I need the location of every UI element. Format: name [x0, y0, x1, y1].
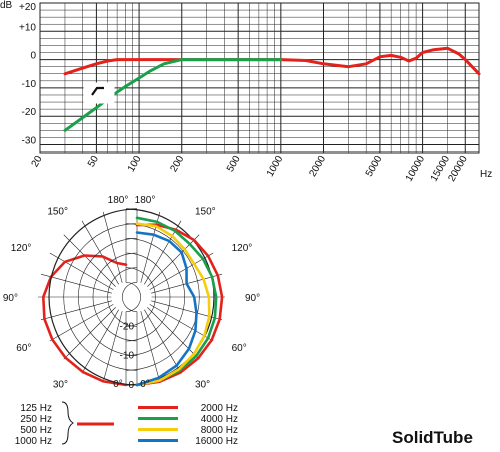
y-tick-label: -20: [22, 107, 37, 118]
polar-plot-low-frequencies: 0° 30° 60° 90° 120° 150° 180°: [3, 195, 215, 391]
legend-label: 8000 Hz: [201, 425, 238, 436]
angle-label: 60°: [232, 343, 247, 354]
y-tick-labels: +20 +10 0 -10 -20 -30: [19, 2, 36, 147]
legend-brace: [61, 401, 74, 445]
polar-spoke: [151, 300, 223, 321]
angle-label: 120°: [11, 243, 32, 254]
legend-label: 2000 Hz: [201, 403, 238, 414]
polar-spoke: [49, 304, 114, 342]
high-pass-filter-icon: [83, 82, 115, 104]
ring-label: -20: [120, 321, 135, 332]
plot-border: [39, 2, 480, 154]
legend-label: 16000 Hz: [195, 436, 238, 447]
polar-spoke: [40, 273, 112, 294]
series-line-red: [63, 46, 481, 76]
polar-ring: [125, 282, 141, 312]
polar-plot-high-frequencies: 0° 30° 60° 90° 120° 150° 180° 0 -10 -20: [48, 195, 260, 391]
x-unit-label: Hz: [480, 169, 492, 180]
y-tick-label: +20: [19, 2, 36, 13]
polar-spoke: [63, 234, 116, 287]
legend-left-group: 125 Hz 250 Hz 500 Hz 1000 Hz: [15, 401, 114, 447]
angle-label: 90°: [3, 293, 18, 304]
polar-spoke: [81, 309, 119, 374]
series-lines: [63, 46, 481, 132]
polar-ring: [78, 238, 138, 356]
x-tick-label: 50: [86, 154, 101, 170]
angle-label: 30°: [53, 380, 68, 391]
plot-area: [40, 3, 479, 153]
legend-label: 4000 Hz: [201, 414, 238, 425]
angle-label: 60°: [16, 343, 31, 354]
polar-series-yellow: [135, 222, 211, 387]
x-tick-label: 20: [30, 154, 45, 170]
polar-spoke: [144, 309, 182, 374]
polar-ring: [107, 267, 138, 327]
polar-spoke: [102, 311, 123, 383]
series-line-green: [63, 58, 283, 132]
angle-label: 30°: [195, 380, 210, 391]
polar-series-red: [135, 223, 224, 387]
polar-spoke: [140, 311, 161, 383]
y-tick-label: 0: [30, 51, 36, 62]
polar-series-green: [135, 216, 218, 387]
polar-ring: [48, 208, 138, 386]
polar-series-blue: [135, 231, 198, 387]
angle-label: 150°: [47, 206, 68, 217]
legend-left-label: 250 Hz: [20, 414, 52, 425]
polar-spoke: [63, 307, 116, 360]
angle-label: 180°: [108, 195, 129, 206]
polar-spoke: [40, 300, 112, 321]
x-tick-label: 200: [168, 154, 186, 174]
polar-spoke: [147, 307, 200, 360]
polar-series-red: [41, 254, 128, 387]
legend-left-label: 500 Hz: [20, 425, 52, 436]
polar-ring: [122, 282, 138, 312]
x-tick-label: 20000: [446, 154, 470, 184]
angle-label: 0°: [140, 379, 150, 390]
polar-spoke: [149, 304, 214, 342]
angle-label: 90°: [245, 293, 260, 304]
brand-logo-text: SolidTube: [392, 428, 473, 447]
y-tick-label: -10: [22, 79, 37, 90]
x-tick-label: 100: [126, 154, 144, 174]
polar-spoke: [49, 252, 114, 290]
y-unit-label: dB: [0, 0, 13, 11]
y-tick-label: -30: [22, 136, 37, 147]
x-tick-label: 500: [225, 154, 243, 174]
y-tick-label: +10: [19, 22, 36, 33]
x-tick-label: 1000: [265, 154, 286, 179]
polar-ring: [92, 252, 138, 342]
legend-left-label: 1000 Hz: [15, 436, 52, 447]
frequency-response-chart: +20 +10 0 -10 -20 -30 20 50 100 200 500 1000 2000 50…: [0, 0, 492, 184]
polar-spoke: [102, 211, 123, 283]
x-tick-label: 10000: [404, 154, 428, 184]
angle-label: 120°: [232, 243, 253, 254]
legend: 125 Hz 250 Hz 500 Hz 1000 Hz 2000 Hz4000…: [15, 401, 238, 447]
angle-label: 180°: [135, 195, 156, 206]
angle-label: 0°: [113, 379, 123, 390]
angle-label: 150°: [195, 206, 216, 217]
x-tick-label: 5000: [364, 154, 385, 179]
x-tick-label: 2000: [307, 154, 328, 179]
legend-left-label: 125 Hz: [20, 403, 52, 414]
ring-label: 0: [128, 380, 134, 391]
ring-label: -10: [120, 351, 135, 362]
polar-spoke: [81, 220, 119, 285]
